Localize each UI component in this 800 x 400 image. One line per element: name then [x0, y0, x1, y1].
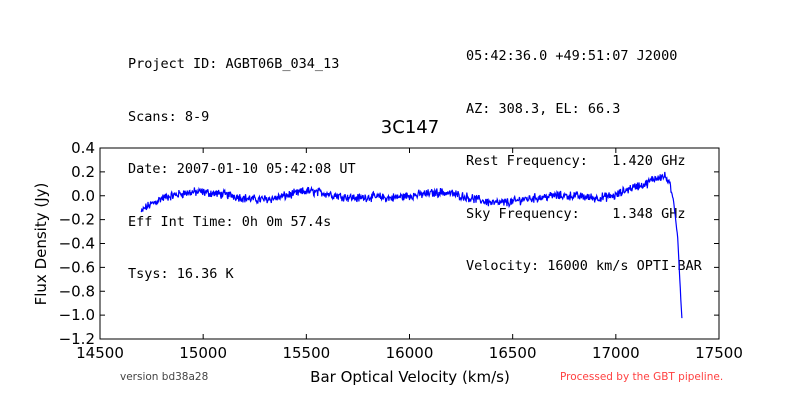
- y-tick-label: −1.2: [59, 330, 95, 348]
- header-date: Date: 2007-01-10 05:42:08 UT: [128, 161, 356, 177]
- x-tick-label: 17500: [695, 344, 743, 362]
- x-tick-label: 15000: [179, 344, 227, 362]
- header-rest-frequency: Rest Frequency: 1.420 GHz: [466, 153, 686, 169]
- header-sky-frequency: Sky Frequency: 1.348 GHz: [466, 205, 686, 222]
- chart-title: 3C147: [381, 117, 439, 138]
- header-project-id: Project ID: AGBT06B_034_13: [128, 56, 340, 72]
- header-left-block: Project ID: AGBT06B_034_13 Scans: 8-9 Da…: [128, 21, 356, 301]
- x-tick-label: 14500: [76, 344, 124, 362]
- x-axis-label: Bar Optical Velocity (km/s): [310, 368, 510, 386]
- x-tick-label: 16000: [386, 344, 434, 362]
- y-tick-label: 0.2: [71, 163, 95, 181]
- y-tick-label: −0.4: [59, 235, 95, 253]
- header-velocity: Velocity: 16000 km/s OPTI-BAR: [466, 258, 702, 274]
- y-tick-label: −0.6: [59, 258, 95, 276]
- y-tick-label: 0.0: [71, 187, 95, 205]
- x-tick-label: 17000: [592, 344, 640, 362]
- header-az-el: AZ: 308.3, EL: 66.3: [466, 100, 621, 117]
- series-line: [140, 171, 683, 319]
- x-tick-label: 15500: [282, 344, 330, 362]
- y-tick-label: −1.0: [59, 306, 95, 324]
- header-eff-int-time: Eff Int Time: 0h 0m 57.4s: [128, 213, 332, 230]
- header-tsys: Tsys: 16.36 K: [128, 266, 234, 282]
- y-tick-label: −0.2: [59, 211, 95, 229]
- plot-frame: [99, 147, 720, 340]
- y-tick-label: 0.4: [71, 139, 95, 157]
- y-tick-label: −0.8: [59, 282, 95, 300]
- x-tick-label: 16500: [489, 344, 537, 362]
- header-coordinates: 05:42:36.0 +49:51:07 J2000: [466, 48, 678, 64]
- header-right-block: 05:42:36.0 +49:51:07 J2000 AZ: 308.3, EL…: [466, 13, 702, 293]
- y-axis-label: Flux Density (Jy): [32, 183, 50, 306]
- header-scans: Scans: 8-9: [128, 108, 210, 125]
- version-label: version bd38a28: [120, 371, 208, 383]
- processed-label: Processed by the GBT pipeline.: [560, 371, 723, 383]
